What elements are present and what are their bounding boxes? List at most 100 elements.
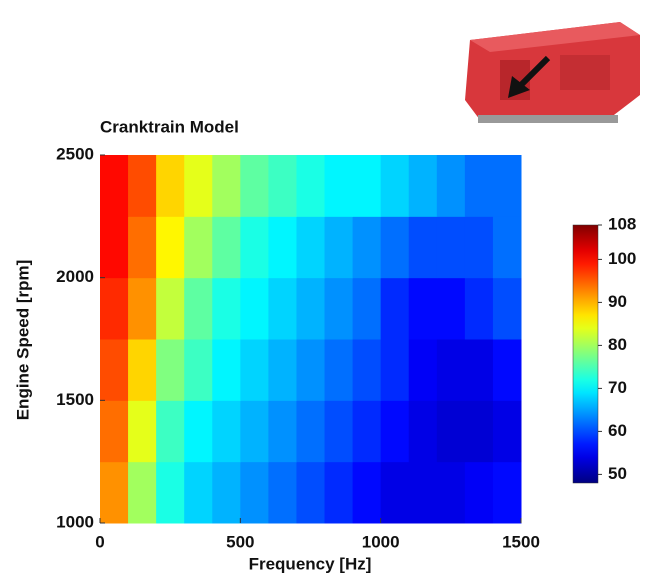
heatmap-cell: [380, 461, 410, 524]
colorbar-tick-label: 60: [608, 421, 627, 440]
heatmap-cell: [464, 277, 494, 340]
heatmap-cell: [268, 216, 297, 279]
heatmap-cell: [240, 216, 269, 279]
heatmap-cell: [380, 216, 410, 279]
x-axis-label: Frequency [Hz]: [249, 554, 372, 573]
heatmap-cell: [352, 216, 382, 279]
heatmap-cell: [128, 400, 157, 463]
heatmap-cell: [492, 461, 522, 524]
colorbar-tick-label: 50: [608, 464, 627, 483]
x-tick-label: 1000: [362, 532, 400, 551]
heatmap-cell: [464, 155, 494, 217]
heatmap-cell: [240, 277, 269, 340]
heatmap-cell: [464, 461, 494, 524]
heatmap-cell: [324, 216, 354, 279]
heatmap-cell: [156, 216, 185, 279]
heatmap-cell: [184, 339, 213, 401]
heatmap-cell: [100, 339, 129, 401]
heatmap-cell: [128, 339, 157, 401]
heatmap-cell: [436, 461, 466, 524]
heatmap-cell: [156, 277, 185, 340]
colorbar-tick-label: 70: [608, 378, 627, 397]
heatmap-cell: [324, 339, 354, 401]
heatmap-cell: [184, 155, 213, 217]
heatmap-cell: [380, 339, 410, 401]
heatmap-cell: [100, 461, 129, 524]
heatmap-cell: [128, 155, 157, 217]
heatmap-cell: [240, 400, 269, 463]
colorbar-tick-label: 100: [608, 249, 636, 268]
heatmap-cell: [100, 400, 129, 463]
y-axis-label: Engine Speed [rpm]: [13, 260, 32, 421]
heatmap-cell: [324, 155, 354, 217]
heatmap-cell: [352, 400, 382, 463]
heatmap-cell: [156, 155, 185, 217]
heatmap-cell: [436, 155, 466, 217]
y-tick-label: 2000: [56, 267, 94, 286]
heatmap-cell: [268, 277, 297, 340]
heatmap-cell: [268, 400, 297, 463]
heatmap-cell: [492, 216, 522, 279]
heatmap-cell: [296, 155, 326, 217]
heatmap-cell: [296, 400, 326, 463]
heatmap-cell: [380, 277, 410, 340]
heatmap-cell: [492, 155, 522, 217]
heatmap-cell: [156, 461, 185, 524]
heatmap-cell: [268, 155, 297, 217]
heatmap-cell: [380, 400, 410, 463]
colorbar-tick-label: 90: [608, 292, 627, 311]
heatmap-cell: [492, 400, 522, 463]
y-tick-label: 1000: [56, 512, 94, 531]
heatmap-cell: [352, 461, 382, 524]
heatmap-cell: [296, 216, 326, 279]
heatmap-cell: [240, 461, 269, 524]
heatmap-cell: [184, 400, 213, 463]
heatmap-cell: [436, 216, 466, 279]
x-tick-label: 0: [95, 532, 104, 551]
engine-illustration: [465, 22, 640, 123]
colorbar-tick-label: 108: [608, 214, 636, 233]
x-tick-label: 500: [226, 532, 254, 551]
heatmap-cell: [184, 277, 213, 340]
heatmap-cell: [408, 216, 438, 279]
heatmap-cell: [184, 216, 213, 279]
heatmap-cell: [324, 461, 354, 524]
colorbar: [572, 224, 599, 484]
heatmap-cell: [436, 400, 466, 463]
heatmap-cell: [408, 400, 438, 463]
heatmap: [100, 155, 522, 524]
heatmap-cell: [324, 277, 354, 340]
y-tick-label: 1500: [56, 390, 94, 409]
chart-title: Cranktrain Model: [100, 117, 239, 136]
heatmap-cell: [212, 277, 241, 340]
heatmap-cell: [268, 339, 297, 401]
heatmap-cell: [156, 339, 185, 401]
heatmap-cell: [212, 216, 241, 279]
heatmap-cell: [128, 216, 157, 279]
heatmap-cell: [352, 339, 382, 401]
heatmap-cell: [268, 461, 297, 524]
heatmap-cell: [408, 277, 438, 340]
heatmap-cell: [324, 400, 354, 463]
heatmap-cell: [212, 400, 241, 463]
heatmap-cell: [296, 339, 326, 401]
heatmap-cell: [436, 277, 466, 340]
x-tick-label: 1500: [502, 532, 540, 551]
heatmap-cell: [380, 155, 410, 217]
heatmap-cell: [128, 277, 157, 340]
heatmap-cell: [408, 461, 438, 524]
heatmap-cell: [240, 339, 269, 401]
colorbar-tick-label: 80: [608, 335, 627, 354]
heatmap-cell: [464, 400, 494, 463]
heatmap-cell: [128, 461, 157, 524]
heatmap-cell: [464, 339, 494, 401]
heatmap-cell: [296, 277, 326, 340]
heatmap-cell: [436, 339, 466, 401]
heatmap-cell: [240, 155, 269, 217]
heatmap-cell: [184, 461, 213, 524]
heatmap-cell: [408, 155, 438, 217]
heatmap-cell: [408, 339, 438, 401]
heatmap-cell: [296, 461, 326, 524]
